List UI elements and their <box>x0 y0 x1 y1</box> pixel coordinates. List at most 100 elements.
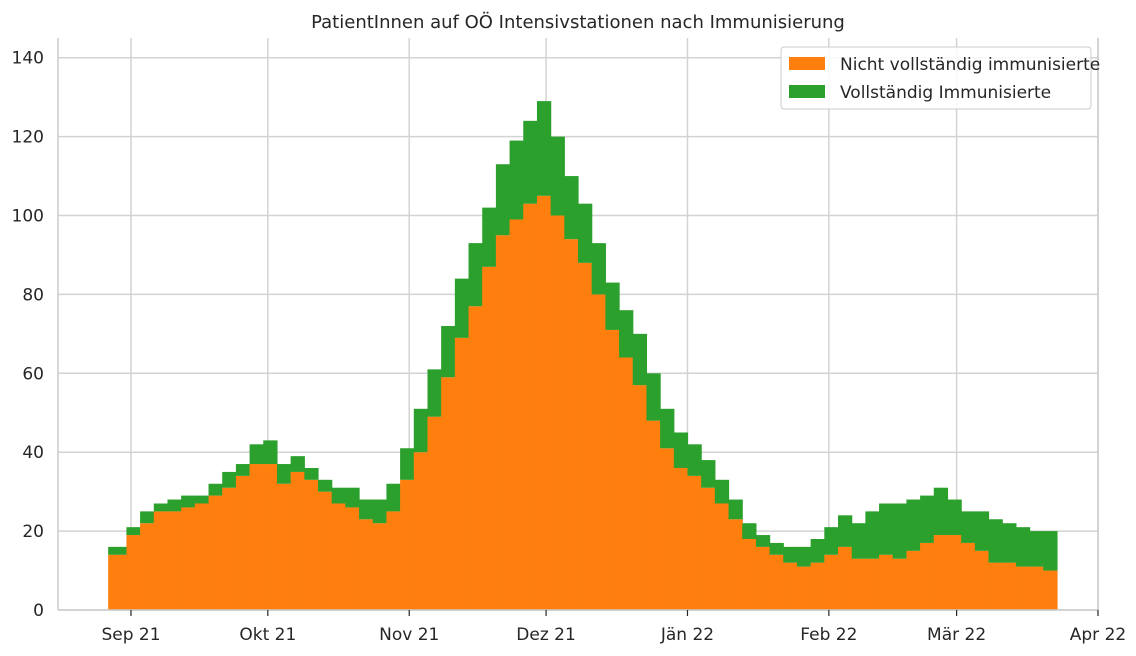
bar-vaccinated <box>1034 531 1040 567</box>
bar-vaccinated <box>614 282 620 330</box>
bar-vaccinated <box>710 460 716 488</box>
bar-vaccinated <box>979 511 985 551</box>
bar-vaccinated <box>208 483 214 496</box>
bar-vaccinated <box>801 546 807 567</box>
bar-vaccinated <box>632 333 638 386</box>
bar-vaccinated <box>993 519 999 563</box>
bar-unvaccinated <box>427 416 433 610</box>
bar-unvaccinated <box>500 235 506 610</box>
bar-unvaccinated <box>345 507 351 610</box>
bar-vaccinated <box>386 483 392 512</box>
legend-swatch-unvaccinated <box>789 57 825 70</box>
bar-unvaccinated <box>609 329 616 610</box>
bar-vaccinated <box>910 499 917 551</box>
bar-vaccinated <box>340 487 346 504</box>
bar-unvaccinated <box>879 554 885 610</box>
bar-vaccinated <box>140 511 146 524</box>
bar-vaccinated <box>427 369 433 417</box>
bar-unvaccinated <box>450 377 456 610</box>
bar-unvaccinated <box>806 566 812 610</box>
bar-unvaccinated <box>167 511 173 610</box>
y-tick-label: 0 <box>33 601 44 621</box>
bar-unvaccinated <box>432 416 438 610</box>
bar-unvaccinated <box>942 535 949 610</box>
y-tick-label: 100 <box>12 207 44 227</box>
bar-vaccinated <box>327 479 333 492</box>
bar-vaccinated <box>669 408 675 449</box>
bar-unvaccinated <box>112 554 118 610</box>
bar-vaccinated <box>331 487 337 504</box>
bar-unvaccinated <box>135 535 141 610</box>
bar-unvaccinated <box>495 235 502 610</box>
bar-vaccinated <box>149 511 155 524</box>
bar-vaccinated <box>231 471 237 488</box>
bar-vaccinated <box>130 527 137 536</box>
bar-vaccinated <box>609 282 616 330</box>
bar-vaccinated <box>500 164 506 236</box>
bar-vaccinated <box>304 467 310 480</box>
bar-vaccinated <box>436 369 442 417</box>
bar-unvaccinated <box>263 464 269 610</box>
bar-vaccinated <box>432 369 438 417</box>
bar-unvaccinated <box>295 471 301 610</box>
bar-vaccinated <box>185 495 191 508</box>
bar-unvaccinated <box>290 471 296 610</box>
bar-unvaccinated <box>454 337 461 610</box>
bar-vaccinated <box>879 503 885 555</box>
bar-unvaccinated <box>774 554 780 610</box>
x-tick-label: Nov 21 <box>379 625 439 645</box>
bar-vaccinated <box>400 448 406 480</box>
bar-unvaccinated <box>1025 566 1031 610</box>
bar-vaccinated <box>746 523 752 539</box>
bar-vaccinated <box>482 207 488 267</box>
bar-vaccinated <box>851 523 857 559</box>
bar-unvaccinated <box>929 542 935 610</box>
x-tick-label: Sep 21 <box>101 625 160 645</box>
bar-vaccinated <box>108 546 114 555</box>
bar-vaccinated <box>245 464 251 476</box>
bar-vaccinated <box>961 511 967 543</box>
bar-unvaccinated <box>313 479 319 610</box>
bar-unvaccinated <box>637 385 643 610</box>
bar-vaccinated <box>409 448 415 480</box>
bar-vaccinated <box>272 440 278 465</box>
bar-vaccinated <box>755 535 762 547</box>
bar-unvaccinated <box>1020 566 1026 610</box>
bar-unvaccinated <box>815 562 821 610</box>
bar-vaccinated <box>222 471 228 488</box>
bar-unvaccinated <box>400 479 406 610</box>
bar-unvaccinated <box>733 519 739 610</box>
bar-vaccinated <box>112 546 118 555</box>
bar-unvaccinated <box>158 511 164 610</box>
bar-vaccinated <box>600 243 606 295</box>
bar-vaccinated <box>1038 531 1044 567</box>
bar-unvaccinated <box>901 558 908 610</box>
bar-unvaccinated <box>318 491 324 610</box>
bar-vaccinated <box>463 278 470 338</box>
bar-unvaccinated <box>796 566 803 610</box>
bar-vaccinated <box>226 471 232 488</box>
bar-vaccinated <box>965 511 971 543</box>
bar-vaccinated <box>842 515 848 547</box>
bar-vaccinated <box>578 203 584 263</box>
bar-vaccinated <box>605 282 611 330</box>
bar-unvaccinated <box>828 554 835 610</box>
bar-unvaccinated <box>536 195 543 611</box>
bar-unvaccinated <box>1038 566 1044 610</box>
bar-unvaccinated <box>591 294 597 610</box>
bar-vaccinated <box>527 120 533 204</box>
bar-vaccinated <box>573 176 579 240</box>
bar-vaccinated <box>555 136 561 216</box>
bar-vaccinated <box>983 511 990 551</box>
bar-unvaccinated <box>231 487 237 610</box>
bar-vaccinated <box>619 310 625 358</box>
bar-unvaccinated <box>349 507 356 610</box>
bar-vaccinated <box>956 499 962 536</box>
legend-box <box>780 46 1092 110</box>
bar-vaccinated <box>359 499 365 520</box>
bar-vaccinated <box>249 444 255 465</box>
bar-unvaccinated <box>413 452 419 610</box>
bar-unvaccinated <box>304 479 310 610</box>
bar-unvaccinated <box>673 467 679 610</box>
bar-unvaccinated <box>787 562 793 610</box>
